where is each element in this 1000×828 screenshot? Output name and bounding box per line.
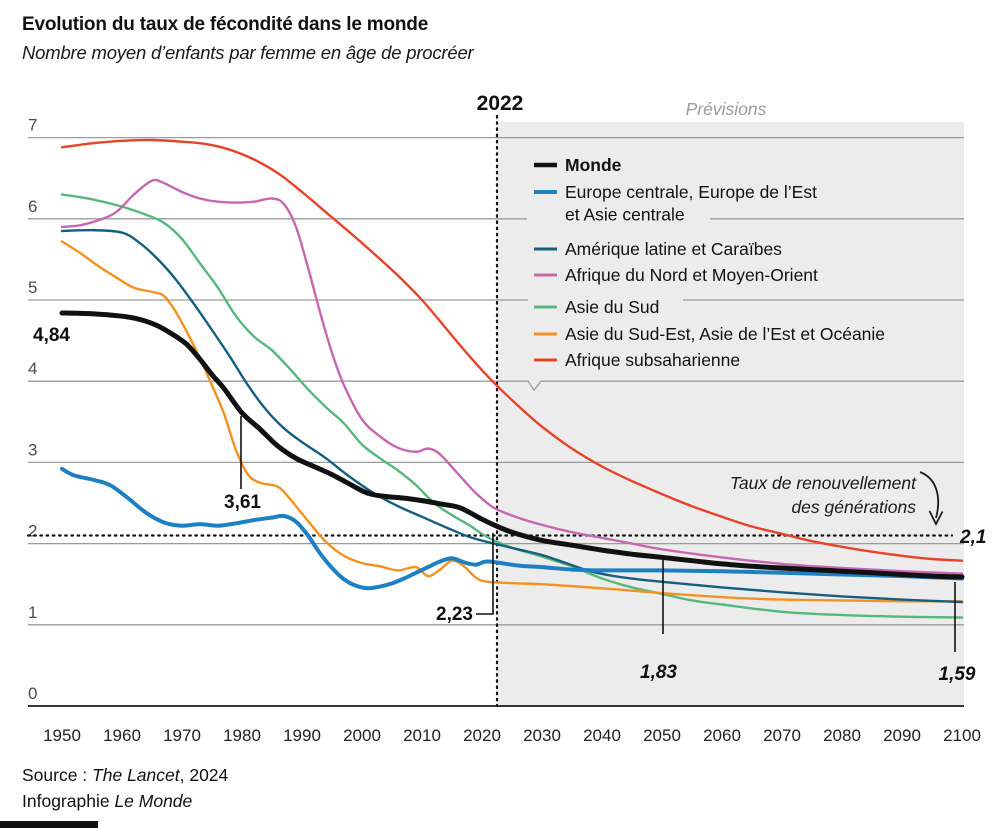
annotation-value-2100: 1,59 — [939, 664, 976, 685]
gridline — [28, 380, 964, 392]
replacement-rate-label-line2: des générations — [791, 497, 916, 517]
x-tick-label: 1960 — [103, 726, 141, 745]
x-tick-label: 1980 — [223, 726, 261, 745]
annotation-line-value-2022 — [476, 533, 494, 615]
series-line-monde — [59, 310, 965, 580]
legend-label: Asie du Sud-Est, Asie de l’Est et Océani… — [565, 324, 885, 344]
legend-label: Monde — [565, 155, 622, 175]
forecast-start-year-label: 2022 — [477, 92, 524, 115]
x-tick-label: 1950 — [43, 726, 81, 745]
x-tick-label: 2010 — [403, 726, 441, 745]
y-tick-label: 4 — [28, 359, 37, 378]
bottom-edge-bar — [0, 821, 98, 828]
series-line-asie_se — [60, 240, 964, 603]
annotation-start-value: 4,84 — [33, 325, 70, 346]
footer-credits: Source : The Lancet, 2024 Infographie Le… — [22, 762, 228, 814]
y-tick-label: 3 — [28, 440, 37, 459]
axis-labels: 0 1 2 3 4 5 6 7 1950 1960 1970 1980 1990 2000 2010 2020… — [28, 116, 981, 745]
series-line-afrique_nord — [60, 178, 964, 575]
legend-label: Amérique latine et Caraïbes — [565, 239, 782, 259]
page-title: Evolution du taux de fécondité dans le m… — [22, 14, 429, 35]
legend-item-monde: Monde — [534, 155, 622, 175]
x-tick-label: 2070 — [763, 726, 801, 745]
x-tick-label: 2100 — [943, 726, 981, 745]
x-tick-label: 1990 — [283, 726, 321, 745]
gridlines — [28, 136, 964, 707]
forecast-zone-label: Prévisions — [686, 99, 767, 119]
legend-item-afrique_sub: Afrique subsaharienne — [534, 350, 740, 370]
series-line-europe — [60, 466, 964, 591]
y-tick-label: 7 — [28, 116, 37, 135]
series-lines — [59, 138, 965, 619]
replacement-rate-label-line1: Taux de renouvellement — [730, 473, 917, 493]
x-tick-label: 2060 — [703, 726, 741, 745]
legend-item-europe: Europe centrale, Europe de l’Est et Asie … — [534, 182, 817, 225]
x-tick-label: 2030 — [523, 726, 561, 745]
source-line: Source : The Lancet, 2024 — [22, 765, 229, 785]
legend-label: Europe centrale, Europe de l’Est — [565, 182, 817, 202]
legend-item-amerique: Amérique latine et Caraïbes — [534, 239, 782, 259]
legend-label: Afrique du Nord et Moyen-Orient — [565, 265, 818, 285]
x-tick-label: 2080 — [823, 726, 861, 745]
x-tick-label: 1970 — [163, 726, 201, 745]
value-annotations: 4,84 3,61 2,23 1,83 1,59 — [33, 325, 976, 685]
credit-line: Infographie Le Monde — [22, 791, 193, 811]
legend-label: Afrique subsaharienne — [565, 350, 740, 370]
legend-label-line2: et Asie centrale — [565, 205, 685, 225]
chart-legend: Monde Europe centrale, Europe de l’Est et … — [534, 155, 885, 370]
x-tick-label: 2040 — [583, 726, 621, 745]
annotation-value-2050: 1,83 — [640, 662, 677, 683]
legend-item-asie_sud: Asie du Sud — [534, 297, 659, 317]
page-subtitle: Nombre moyen d’enfants par femme en âge … — [22, 42, 474, 63]
series-line-afrique_sub — [60, 138, 964, 562]
replacement-rate-value: 2,1 — [959, 527, 986, 548]
legend-label: Asie du Sud — [565, 297, 659, 317]
x-tick-label: 2000 — [343, 726, 381, 745]
x-tick-label: 2050 — [643, 726, 681, 745]
x-tick-label: 2020 — [463, 726, 501, 745]
replacement-arrow-icon — [919, 471, 944, 526]
y-tick-label: 2 — [28, 522, 37, 541]
y-tick-label: 0 — [28, 684, 37, 703]
x-tick-label: 2090 — [883, 726, 921, 745]
series-line-amerique — [60, 228, 964, 604]
annotation-value-2022: 2,23 — [436, 604, 473, 625]
legend-item-afrique_nord: Afrique du Nord et Moyen-Orient — [534, 265, 818, 285]
y-tick-label: 5 — [28, 278, 37, 297]
annotation-value-1980: 3,61 — [224, 492, 261, 513]
legend-item-asie_se: Asie du Sud-Est, Asie de l’Est et Océani… — [534, 324, 885, 344]
y-tick-label: 1 — [28, 603, 37, 622]
y-tick-label: 6 — [28, 197, 37, 216]
